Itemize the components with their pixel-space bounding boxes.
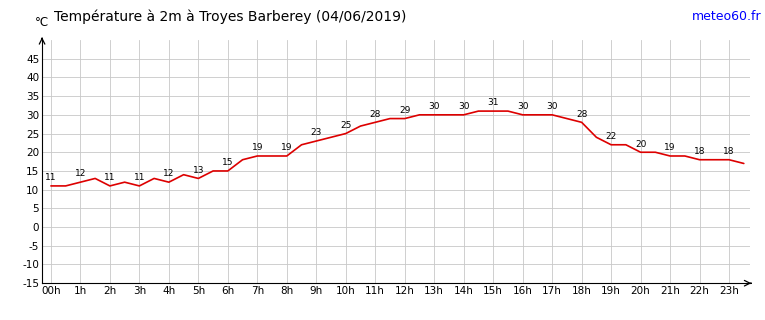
Text: 11: 11 bbox=[134, 173, 145, 182]
Text: 28: 28 bbox=[369, 109, 381, 119]
Text: 11: 11 bbox=[45, 173, 57, 182]
Text: °C: °C bbox=[35, 16, 49, 29]
Text: 28: 28 bbox=[576, 109, 588, 119]
Text: 29: 29 bbox=[399, 106, 410, 115]
Text: 20: 20 bbox=[635, 140, 646, 148]
Text: 18: 18 bbox=[724, 147, 735, 156]
Text: 31: 31 bbox=[487, 98, 499, 107]
Text: 19: 19 bbox=[664, 143, 675, 152]
Text: 12: 12 bbox=[163, 169, 174, 179]
Text: 30: 30 bbox=[517, 102, 529, 111]
Text: 22: 22 bbox=[606, 132, 617, 141]
Text: Température à 2m à Troyes Barberey (04/06/2019): Température à 2m à Troyes Barberey (04/0… bbox=[54, 10, 406, 24]
Text: 25: 25 bbox=[340, 121, 351, 130]
Text: meteo60.fr: meteo60.fr bbox=[692, 10, 761, 23]
Text: 19: 19 bbox=[281, 143, 292, 152]
Text: 15: 15 bbox=[222, 158, 233, 167]
Text: 11: 11 bbox=[104, 173, 116, 182]
Text: 30: 30 bbox=[546, 102, 558, 111]
Text: 13: 13 bbox=[193, 166, 204, 175]
Text: 30: 30 bbox=[428, 102, 440, 111]
Text: 23: 23 bbox=[311, 128, 322, 137]
Text: 18: 18 bbox=[694, 147, 705, 156]
Text: 30: 30 bbox=[458, 102, 470, 111]
Text: 19: 19 bbox=[252, 143, 263, 152]
Text: 12: 12 bbox=[75, 169, 86, 179]
